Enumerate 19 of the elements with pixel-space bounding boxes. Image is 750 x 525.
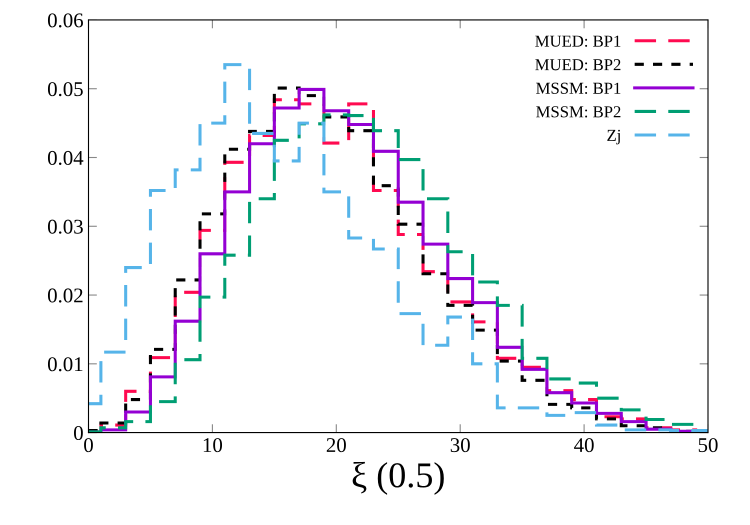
x-tick-label: 0 [84, 438, 93, 452]
y-tick-label: 0 [74, 426, 83, 440]
y-tick-label: 0.05 [48, 82, 83, 96]
x-tick-label: 30 [450, 438, 470, 452]
x-axis-title: ξ (0.5) [352, 462, 444, 495]
x-tick-label: 50 [698, 438, 718, 452]
legend-label: MSSM: BP2 [536, 106, 620, 118]
x-tick-label: 10 [204, 438, 222, 452]
legend-label: MSSM: BP1 [536, 82, 620, 94]
y-tick-label: 0.02 [48, 288, 82, 303]
y-tick-label: 0.04 [48, 150, 84, 166]
legend-label: MUED: BP2 [535, 59, 620, 70]
legend-label: MUED: BP1 [535, 36, 620, 47]
y-tick-label: 0.06 [48, 13, 84, 28]
x-tick-label: 40 [574, 438, 594, 452]
y-tick-label: 0.01 [48, 357, 82, 372]
x-tick-label: 20 [326, 438, 346, 452]
legend-label: Zj [607, 130, 620, 144]
y-tick-label: 0.03 [48, 220, 83, 234]
